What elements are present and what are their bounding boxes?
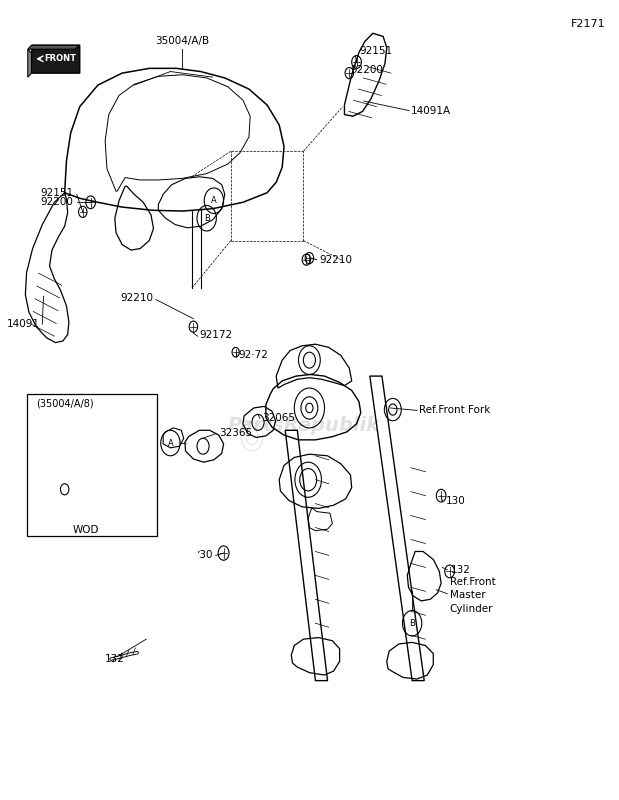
Text: A: A (168, 438, 173, 447)
Text: Ref.Front Fork: Ref.Front Fork (420, 406, 491, 415)
Polygon shape (28, 46, 80, 50)
Text: 92200: 92200 (41, 198, 74, 207)
Text: 92151: 92151 (41, 188, 74, 198)
Text: 92·72: 92·72 (238, 350, 268, 359)
Text: B: B (204, 214, 210, 222)
Text: 14091A: 14091A (411, 106, 451, 116)
Text: Ref.Front
Master
Cylinder: Ref.Front Master Cylinder (449, 577, 495, 614)
Text: F2171: F2171 (571, 19, 605, 29)
Text: 92210: 92210 (319, 254, 352, 265)
Text: A: A (211, 196, 217, 205)
Text: 130: 130 (446, 496, 465, 506)
Text: ʼ30: ʼ30 (196, 550, 213, 561)
Text: (35004/A/8): (35004/A/8) (37, 398, 94, 408)
Text: 35004/A/B: 35004/A/B (155, 36, 210, 46)
Text: WOD: WOD (72, 525, 99, 535)
Text: FRONT: FRONT (45, 54, 76, 63)
Polygon shape (28, 50, 32, 77)
Text: B: B (409, 618, 415, 628)
Text: 14091: 14091 (7, 319, 40, 330)
Polygon shape (32, 46, 80, 73)
Bar (27, 394, 157, 535)
Text: 32065: 32065 (262, 414, 295, 423)
Text: 92151: 92151 (359, 46, 392, 56)
Text: 92210: 92210 (121, 293, 154, 303)
Text: 132: 132 (451, 565, 470, 575)
Text: 132: 132 (105, 654, 125, 664)
Text: 92172: 92172 (199, 330, 233, 340)
Text: PartsRepublik: PartsRepublik (227, 416, 379, 435)
Text: 32365: 32365 (219, 429, 252, 438)
Text: 92200: 92200 (350, 65, 383, 75)
